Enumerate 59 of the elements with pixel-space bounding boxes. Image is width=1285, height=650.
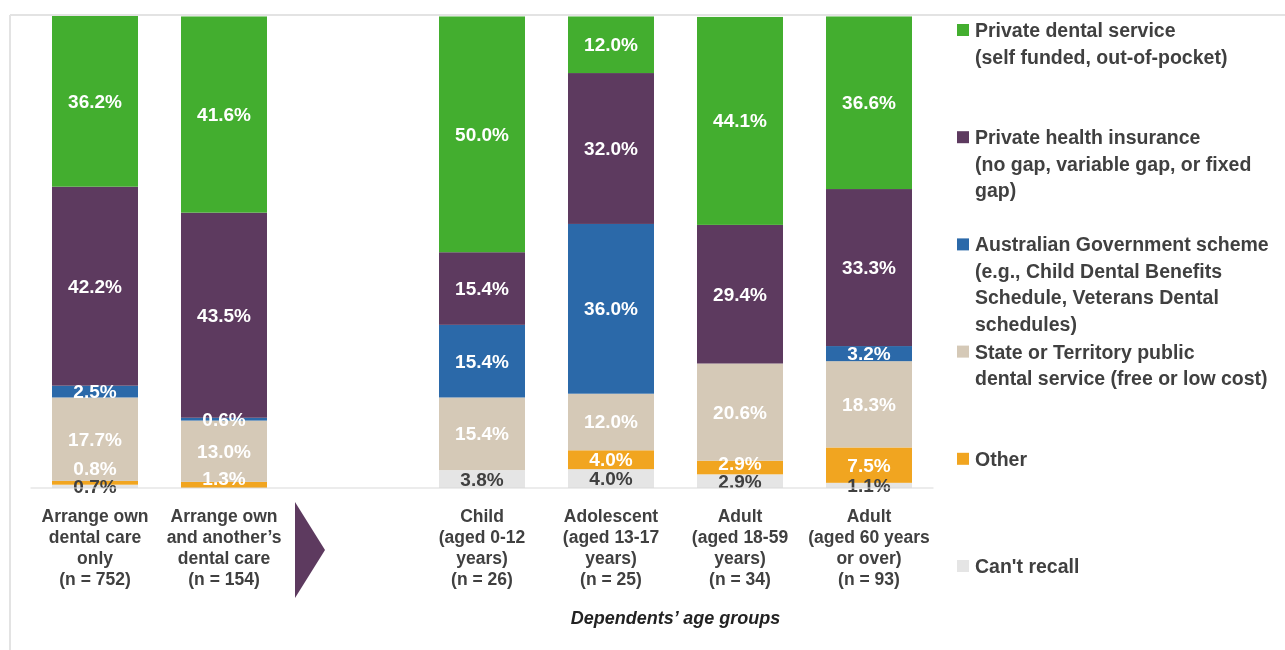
data-label: 42.2% [68,275,123,297]
legend-label: Australian Government scheme (e.g., Child Dental Benefits Schedule, Veterans Dental schedules) [975,233,1269,335]
data-label: 2.5% [73,381,117,403]
bar [826,189,912,347]
data-label: 7.5% [847,454,891,476]
legend-label: Can't recall [975,555,1080,577]
data-label: 13.0% [197,440,252,462]
bar [439,397,525,471]
data-label: 3.2% [847,343,891,365]
data-label: 4.0% [589,449,633,471]
data-label: 36.0% [584,298,639,320]
legend-label: Private dental service (self funded, out-of-pocket) [975,19,1228,68]
bar [52,16,138,187]
data-label: 32.0% [584,138,639,159]
legend-label: Other [975,447,1028,470]
x-tick-label: Arrange own dental care only (n = 752) [41,506,149,589]
data-label: 17.7% [68,428,123,450]
data-label: 12.0% [584,34,639,56]
bar [697,16,783,225]
bar [439,16,525,253]
x-axis-title: Dependents’ age groups [570,608,781,628]
x-tick-label: Adult (aged 60 years or over) (n = 93) [808,506,931,589]
data-label: 3.8% [460,468,504,490]
x-tick-label: Arrange own and another’s dental care (n = 154) [166,506,282,589]
data-label: 36.2% [68,90,123,112]
data-label: 15.4% [455,423,510,445]
x-tick-label: Adolescent (aged 13-17 years) (n = 25) [562,506,660,589]
bar [52,186,138,386]
legend-label: Private health insurance (no gap, variable gap, or fixed gap) [975,126,1252,202]
bar [568,223,654,394]
data-label: 20.6% [713,401,768,423]
data-label: 12.0% [584,411,639,433]
bar [52,397,138,481]
bar [439,324,525,398]
bar [697,224,783,364]
legend-label: State or Territory public dental service (free or low cost) [975,340,1268,390]
data-label: 50.0% [455,123,510,145]
data-label: 4.0% [589,468,633,490]
data-label: 29.4% [713,283,768,305]
bar [439,252,525,325]
x-tick-label: Adult (aged 18-59 years) (n = 34) [691,506,789,589]
data-label: 41.6% [197,104,252,126]
data-label: 43.5% [197,304,252,326]
data-label: 44.1% [713,110,768,132]
x-tick-label: Child (aged 0-12 years) (n = 26) [438,506,526,589]
bar [826,361,912,448]
bar [568,393,654,451]
data-label: 18.3% [842,393,897,415]
data-label: 36.6% [842,92,897,114]
data-label: 15.4% [455,350,510,372]
data-label: 2.9% [718,470,762,492]
bar [568,73,654,224]
data-label: 0.8% [73,457,117,479]
data-label: 33.3% [842,257,897,279]
bar [826,16,912,190]
data-label: 0.6% [202,408,246,430]
bar [181,16,267,213]
bar [568,16,654,74]
data-label: 15.4% [455,278,510,300]
